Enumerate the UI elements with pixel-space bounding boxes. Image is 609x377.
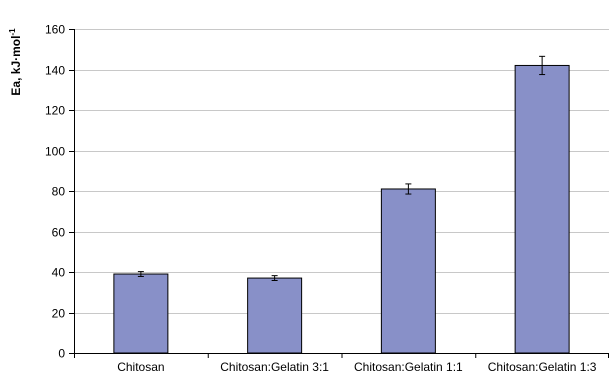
y-tick-label: 100 — [45, 145, 65, 159]
gridlines — [74, 29, 609, 314]
y-axis-title-exponent: -1 — [8, 28, 17, 36]
x-tick-label: Chitosan:Gelatin 3:1 — [220, 360, 329, 374]
y-tick-label: 140 — [45, 64, 65, 78]
y-tick-labels: 0 20 40 60 80 100 120 140 160 — [45, 23, 65, 361]
bar — [380, 188, 436, 354]
x-tick-label: Chitosan:Gelatin 1:3 — [488, 360, 597, 374]
bars — [113, 64, 570, 354]
x-tick-label: Chitosan — [117, 360, 164, 374]
error-bars — [137, 55, 546, 282]
bar — [247, 277, 303, 354]
y-axis-title: Ea, kJ·mol-1 — [8, 28, 23, 96]
x-tick-label: Chitosan:Gelatin 1:1 — [354, 360, 463, 374]
x-tick-labels: Chitosan Chitosan:Gelatin 3:1 Chitosan:Gel… — [117, 360, 597, 374]
y-tick-label: 160 — [45, 23, 65, 37]
y-tick-label: 60 — [52, 226, 66, 240]
y-axis-title-main: Ea, kJ·mol — [9, 36, 23, 96]
bar — [113, 273, 169, 354]
y-tick-label: 40 — [52, 266, 66, 280]
y-tick-label: 0 — [58, 347, 65, 361]
y-tick-label: 80 — [52, 185, 66, 199]
y-tick-label: 20 — [52, 307, 66, 321]
axes — [69, 29, 609, 358]
bar — [514, 64, 570, 354]
y-tick-label: 120 — [45, 104, 65, 118]
